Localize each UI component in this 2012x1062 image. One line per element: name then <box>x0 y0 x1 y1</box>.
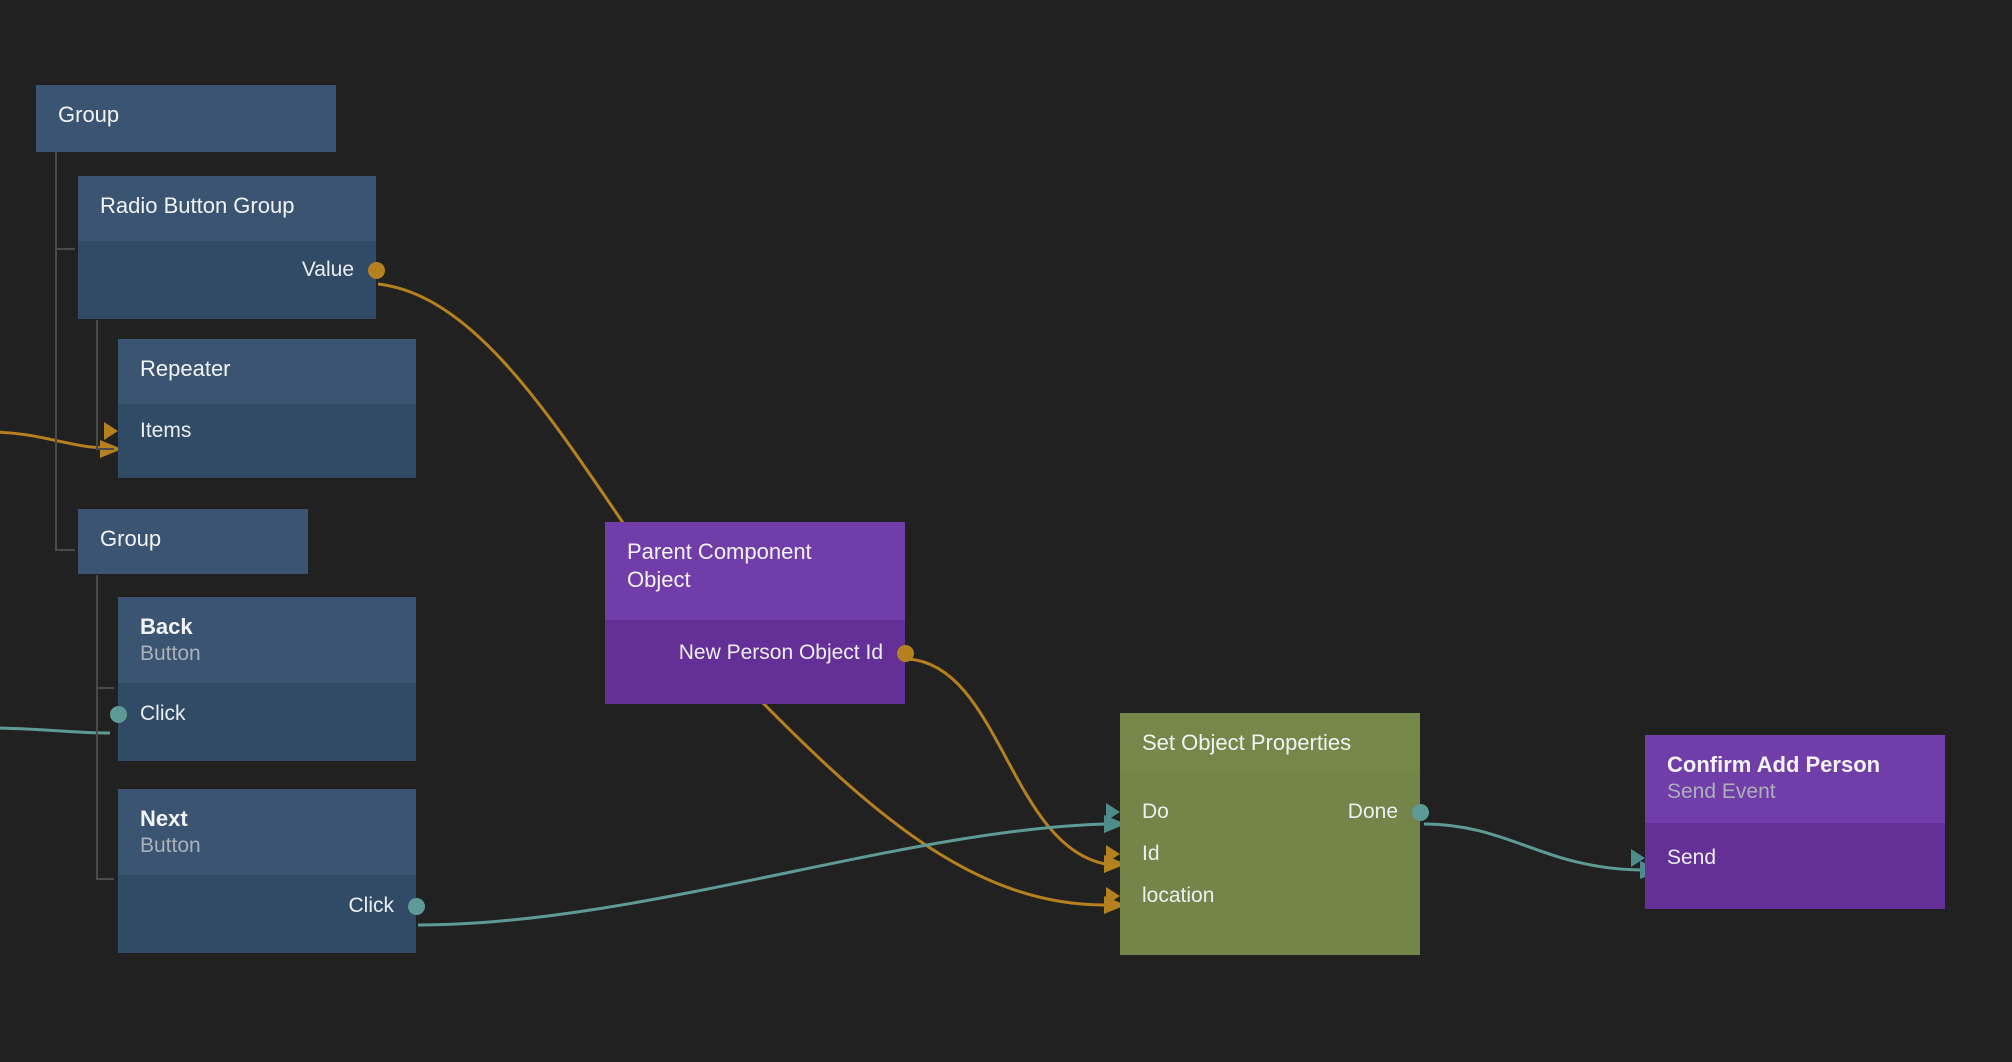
port-label: Send <box>1667 846 1717 869</box>
tree-guide-horizontal-repeater <box>96 448 114 450</box>
tree-guide-horizontal-group-child <box>55 549 75 551</box>
node-title: Radio Button Group <box>100 193 295 218</box>
port-label: Done <box>1347 800 1398 823</box>
node-body: New Person Object Id <box>605 620 914 704</box>
node-header: Group <box>36 85 336 152</box>
port-row-send[interactable]: Send <box>1631 837 1945 879</box>
port-row-do-done[interactable]: Do Done <box>1106 791 1429 833</box>
node-group-root[interactable]: Group <box>36 85 336 152</box>
port-arrow-send-input[interactable] <box>1631 849 1645 867</box>
port-arrow-do-input[interactable] <box>1106 803 1120 821</box>
node-subtitle: Button <box>140 834 201 857</box>
wire-done-to-send <box>1423 822 1646 872</box>
node-title: Parent Component Object <box>627 539 812 592</box>
port-row-id[interactable]: Id <box>1106 833 1420 875</box>
node-subtitle: Send Event <box>1667 780 1776 803</box>
port-row-items[interactable]: Items <box>104 410 416 452</box>
node-set-object-properties[interactable]: Set Object Properties Do Done Id locatio… <box>1106 713 1429 955</box>
tree-guide-horizontal-radio <box>55 248 75 250</box>
node-body: Click <box>118 875 425 953</box>
node-group-child[interactable]: Group <box>78 509 308 574</box>
node-header: Radio Button Group <box>78 176 376 241</box>
tree-guide-horizontal-back <box>96 687 114 689</box>
wire-newperson-to-id <box>907 657 1106 866</box>
port-label: Id <box>1142 842 1160 865</box>
tree-guide-horizontal-next <box>96 878 114 880</box>
port-label: New Person Object Id <box>678 641 883 664</box>
node-title: Set Object Properties <box>1142 730 1352 755</box>
node-body: Click <box>109 683 416 761</box>
node-parent-component-object[interactable]: Parent Component Object New Person Objec… <box>605 522 914 704</box>
node-subtitle: Button <box>140 642 201 665</box>
wire-to-repeater-items <box>0 430 109 450</box>
port-row-click[interactable]: Click <box>118 885 425 927</box>
port-arrow-id-input[interactable] <box>1106 845 1120 863</box>
node-confirm-add-person[interactable]: Confirm Add Person Send Event Send <box>1631 735 1945 909</box>
port-label: location <box>1142 884 1215 907</box>
port-label: Do <box>1142 800 1169 823</box>
node-next-button[interactable]: Next Button Click <box>118 789 425 953</box>
node-body: Send <box>1631 823 1945 909</box>
node-header: Set Object Properties <box>1120 713 1420 773</box>
node-title: Group <box>100 526 162 551</box>
node-header: Back Button <box>118 597 416 683</box>
node-header: Repeater <box>118 339 416 404</box>
node-title: Back <box>140 614 193 639</box>
port-arrow-location-input[interactable] <box>1106 887 1120 905</box>
port-row-value[interactable]: Value <box>78 249 385 291</box>
node-title: Next <box>140 806 188 831</box>
node-title: Repeater <box>140 356 231 381</box>
tree-guide-vertical-buttons <box>96 575 98 880</box>
port-dot-click-input[interactable] <box>109 705 127 723</box>
node-body: Do Done Id location <box>1106 773 1429 955</box>
port-label: Click <box>140 702 186 725</box>
port-dot-value-output[interactable] <box>367 261 385 279</box>
node-title: Confirm Add Person <box>1667 752 1881 777</box>
node-body: Value <box>78 241 385 319</box>
port-dot-click-output[interactable] <box>407 897 425 915</box>
node-header: Confirm Add Person Send Event <box>1645 735 1945 823</box>
port-label: Click <box>348 894 395 917</box>
port-arrow-items-input[interactable] <box>104 422 118 440</box>
port-row-location[interactable]: location <box>1106 875 1420 917</box>
port-dot-new-person-object-id-output[interactable] <box>896 644 914 662</box>
tree-guide-vertical-main <box>55 152 57 550</box>
port-row-click[interactable]: Click <box>109 693 416 735</box>
node-header: Parent Component Object <box>605 522 905 620</box>
wire-click-to-do <box>417 822 1106 927</box>
wire-to-back-click <box>0 726 111 735</box>
node-repeater[interactable]: Repeater Items <box>104 339 416 478</box>
node-header: Next Button <box>118 789 416 875</box>
node-back-button[interactable]: Back Button Click <box>109 597 416 761</box>
node-title: Group <box>58 102 120 127</box>
port-dot-done-output[interactable] <box>1411 803 1429 821</box>
port-label: Value <box>301 258 354 281</box>
tree-guide-vertical-repeater <box>96 320 98 450</box>
port-row-new-person-object-id[interactable]: New Person Object Id <box>605 632 914 674</box>
node-header: Group <box>78 509 308 574</box>
node-radio-button-group[interactable]: Radio Button Group Value <box>78 176 385 319</box>
node-body: Items <box>104 404 416 478</box>
port-label: Items <box>140 419 192 442</box>
